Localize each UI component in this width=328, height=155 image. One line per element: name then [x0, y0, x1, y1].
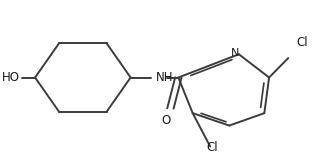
- Text: O: O: [162, 114, 171, 127]
- Text: Cl: Cl: [296, 36, 308, 49]
- Text: N: N: [231, 49, 239, 58]
- Text: HO: HO: [2, 71, 20, 84]
- Text: Cl: Cl: [206, 141, 217, 154]
- Text: NH: NH: [155, 71, 173, 84]
